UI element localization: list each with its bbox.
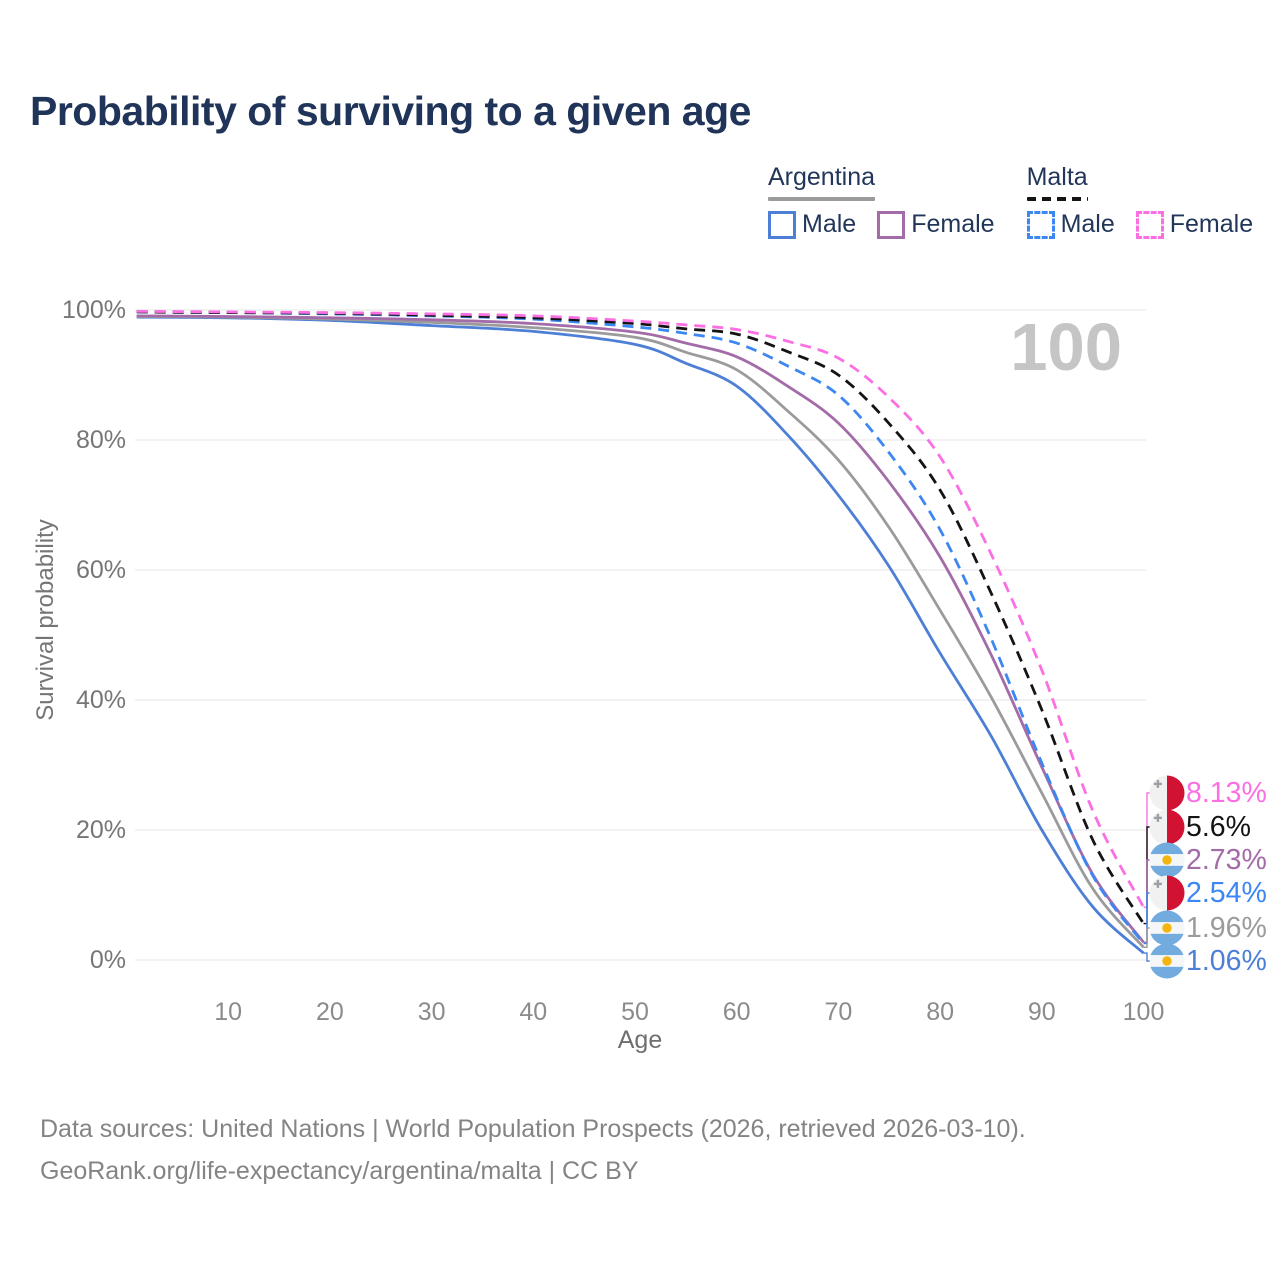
footer-attribution: GeoRank.org/life-expectancy/argentina/ma… bbox=[40, 1157, 639, 1185]
legend-underline-malta bbox=[1026, 197, 1088, 201]
legend-item-malta-male: Male bbox=[1026, 210, 1115, 239]
legend: Argentina Male Female Malta Male bbox=[768, 163, 1253, 239]
legend-item-label: Male bbox=[1060, 210, 1115, 238]
flag-icon-argentina bbox=[1149, 910, 1185, 946]
flag-icon-malta bbox=[1149, 809, 1185, 845]
leader-line-argentina-total bbox=[1143, 927, 1152, 948]
end-value-label: 1.06% bbox=[1186, 945, 1267, 977]
series-line-malta-female bbox=[136, 309, 1145, 908]
legend-group-argentina: Argentina Male Female bbox=[768, 163, 995, 239]
legend-heading-argentina: Argentina bbox=[768, 163, 876, 201]
watermark-age-100: 100 bbox=[1010, 310, 1122, 385]
x-tick-label: 30 bbox=[418, 998, 446, 1026]
x-tick-label: 40 bbox=[519, 998, 547, 1026]
legend-heading-malta: Malta bbox=[1026, 163, 1088, 201]
end-value-label: 8.13% bbox=[1186, 777, 1267, 809]
end-label-argentina-male: 1.06% bbox=[1186, 945, 1267, 977]
x-tick-label: 50 bbox=[621, 998, 649, 1026]
series-line-argentina-total bbox=[136, 315, 1145, 949]
x-tick-label: 80 bbox=[926, 998, 954, 1026]
legend-item-argentina-female: Female bbox=[877, 210, 995, 239]
footer-data-sources: Data sources: United Nations | World Pop… bbox=[40, 1115, 1026, 1143]
end-value-label: 2.73% bbox=[1186, 844, 1267, 876]
leader-line-malta-male bbox=[1143, 892, 1152, 945]
y-tick-label: 0% bbox=[90, 946, 126, 974]
series-line-malta-total bbox=[136, 310, 1145, 925]
page-title: Probability of surviving to a given age bbox=[30, 88, 751, 134]
y-tick-label: 40% bbox=[76, 686, 126, 714]
flag-icon-malta bbox=[1149, 875, 1185, 911]
x-tick-label: 20 bbox=[316, 998, 344, 1026]
legend-group-malta: Malta Male Female bbox=[1026, 163, 1254, 239]
x-tick-label: 10 bbox=[214, 998, 242, 1026]
y-tick-label: 100% bbox=[62, 296, 126, 324]
line-swatch-icon bbox=[768, 210, 796, 239]
leader-line-argentina-male bbox=[1143, 952, 1152, 962]
legend-item-label: Male bbox=[802, 210, 857, 238]
end-label-argentina-total: 1.96% bbox=[1186, 912, 1267, 944]
legend-country-label-argentina: Argentina bbox=[768, 163, 876, 191]
dashed-line-swatch-icon bbox=[1135, 210, 1164, 239]
end-label-malta-total: 5.6% bbox=[1186, 811, 1251, 843]
legend-country-label-malta: Malta bbox=[1026, 163, 1088, 191]
dashed-line-swatch-icon bbox=[1026, 210, 1055, 239]
x-tick-label: 70 bbox=[824, 998, 852, 1026]
series-line-argentina-male bbox=[136, 315, 1145, 955]
line-swatch-icon bbox=[877, 210, 906, 239]
y-axis-title: Survival probability bbox=[32, 519, 59, 721]
x-tick-label: 60 bbox=[723, 998, 751, 1026]
x-tick-label: 100 bbox=[1123, 998, 1165, 1026]
legend-underline-argentina bbox=[768, 197, 876, 201]
legend-item-malta-female: Female bbox=[1135, 210, 1254, 239]
end-value-label: 2.54% bbox=[1186, 877, 1267, 909]
flag-icon-argentina bbox=[1149, 842, 1185, 878]
end-value-label: 5.6% bbox=[1186, 811, 1251, 843]
legend-item-label: Female bbox=[1169, 210, 1254, 238]
flag-icon-argentina bbox=[1149, 943, 1185, 979]
legend-item-label: Female bbox=[911, 210, 995, 238]
footer: Data sources: United Nations | World Pop… bbox=[40, 1108, 1026, 1192]
y-tick-label: 60% bbox=[76, 556, 126, 584]
y-tick-label: 20% bbox=[76, 816, 126, 844]
end-label-malta-male: 2.54% bbox=[1186, 877, 1267, 909]
y-tick-label: 80% bbox=[76, 426, 126, 454]
series-line-argentina-female bbox=[136, 314, 1145, 944]
end-label-argentina-female: 2.73% bbox=[1186, 844, 1267, 876]
flag-icon-malta bbox=[1149, 775, 1185, 811]
legend-item-argentina-male: Male bbox=[768, 210, 856, 239]
x-axis-title: Age bbox=[617, 1026, 663, 1054]
end-value-label: 1.96% bbox=[1186, 912, 1267, 944]
end-label-malta-female: 8.13% bbox=[1186, 777, 1267, 809]
x-tick-label: 90 bbox=[1028, 998, 1056, 1026]
series-line-malta-male bbox=[136, 310, 1145, 945]
